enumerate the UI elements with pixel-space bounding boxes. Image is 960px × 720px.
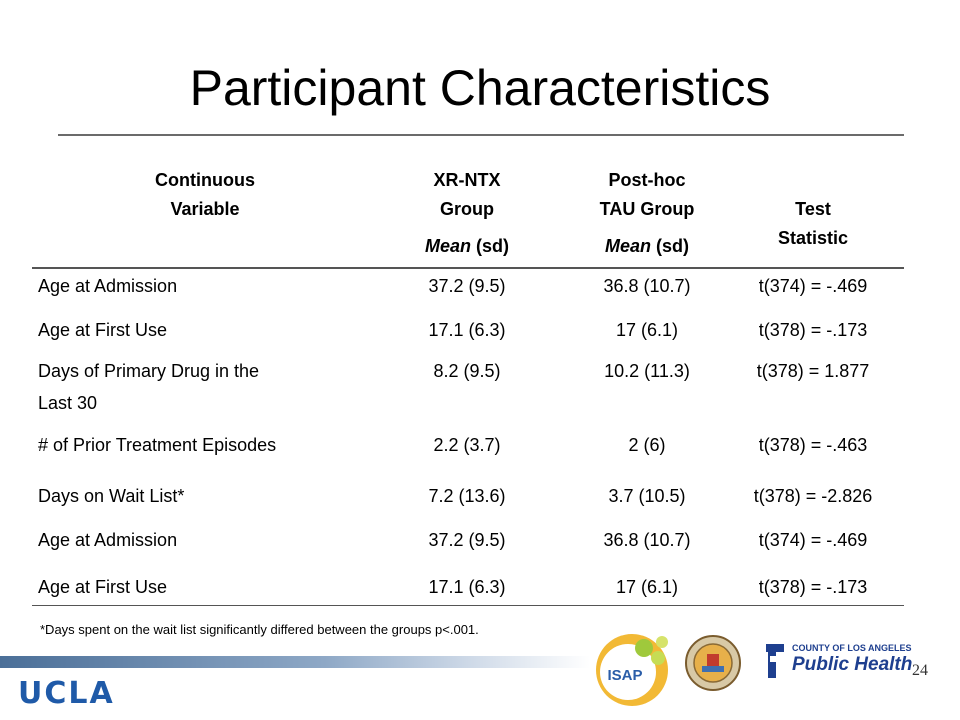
row-stat: t(378) = -.173 [758, 320, 868, 340]
row-xr: 37.2 (9.5) [428, 276, 506, 296]
row-variable: Age at Admission [38, 276, 178, 296]
header-stat-line2: Statistic [777, 228, 849, 248]
row-tau: 17 (6.1) [615, 577, 679, 597]
header-tau-line1: Post-hoc [608, 170, 686, 190]
row-xr: 17.1 (6.3) [428, 577, 506, 597]
row-tau: 2 (6) [628, 435, 666, 455]
county-seal-logo [685, 635, 741, 691]
isap-molecule-a [635, 639, 653, 657]
row-tau: 36.8 (10.7) [603, 276, 691, 296]
page-number: 24 [912, 662, 928, 679]
row-xr: 7.2 (13.6) [428, 486, 506, 506]
header-xr-mean: Mean (sd) [372, 232, 562, 261]
footer-gradient-bar [0, 656, 590, 668]
header-stat-line1: Test [795, 199, 831, 219]
row-variable: Age at First Use [38, 320, 168, 340]
ucla-logo: UCLA [18, 676, 115, 711]
table-bottom-rule [32, 605, 904, 606]
title-rule [58, 134, 904, 136]
row-xr: 37.2 (9.5) [428, 530, 506, 550]
header-variable-line2: Variable [170, 199, 240, 219]
footnote: *Days spent on the wait list significant… [40, 622, 479, 637]
header-variable-line1: Continuous [155, 170, 255, 190]
row-tau: 10.2 (11.3) [604, 361, 690, 381]
mean-label: Mean [604, 236, 651, 256]
header-tau-line2: TAU Group [599, 199, 695, 219]
mean-label: Mean [424, 236, 471, 256]
public-health-logo: COUNTY OF LOS ANGELES Public Health [762, 640, 912, 684]
row-variable: # of Prior Treatment Episodes [38, 435, 277, 455]
row-tau: 17 (6.1) [615, 320, 679, 340]
slide-title: Participant Characteristics [189, 60, 771, 116]
isap-molecule-b [651, 651, 665, 665]
row-stat: t(378) = 1.877 [756, 361, 870, 381]
public-health-emblem-icon [766, 644, 784, 678]
sd-label: (sd) [471, 236, 509, 256]
row-variable: Age at Admission [38, 530, 178, 550]
isap-molecule-c [656, 636, 668, 648]
seal-water [702, 666, 724, 672]
row-stat: t(374) = -.469 [758, 530, 868, 550]
row-variable: Age at First Use [38, 577, 168, 597]
row-stat: t(378) = -2.826 [753, 486, 873, 506]
row-variable: Days of Primary Drug in the [38, 361, 260, 381]
row-variable-line2: Last 30 [38, 393, 98, 413]
isap-logo: ISAP [596, 634, 668, 706]
row-stat: t(378) = -.173 [758, 577, 868, 597]
header-xr: XR-NTX Group [372, 166, 562, 224]
header-rule [32, 267, 904, 269]
public-health-county: COUNTY OF LOS ANGELES [792, 643, 912, 653]
row-xr: 8.2 (9.5) [433, 361, 501, 381]
row-xr: 17.1 (6.3) [428, 320, 506, 340]
sd-label: (sd) [651, 236, 689, 256]
header-xr-line1: XR-NTX [433, 170, 501, 190]
row-xr: 2.2 (3.7) [433, 435, 501, 455]
row-stat: t(378) = -.463 [758, 435, 868, 455]
row-tau: 36.8 (10.7) [603, 530, 691, 550]
isap-inner [600, 644, 656, 700]
public-health-wordmark: Public Health [792, 654, 913, 675]
header-stat: Test Statistic [718, 195, 908, 253]
header-xr-line2: Group [440, 199, 494, 219]
header-tau-mean: Mean (sd) [552, 232, 742, 261]
isap-wordmark: ISAP [607, 667, 642, 684]
row-stat: t(374) = -.469 [758, 276, 868, 296]
row-variable: Days on Wait List* [38, 486, 185, 506]
header-tau: Post-hoc TAU Group [552, 166, 742, 224]
row-tau: 3.7 (10.5) [608, 486, 686, 506]
header-variable: Continuous Variable [100, 166, 310, 224]
